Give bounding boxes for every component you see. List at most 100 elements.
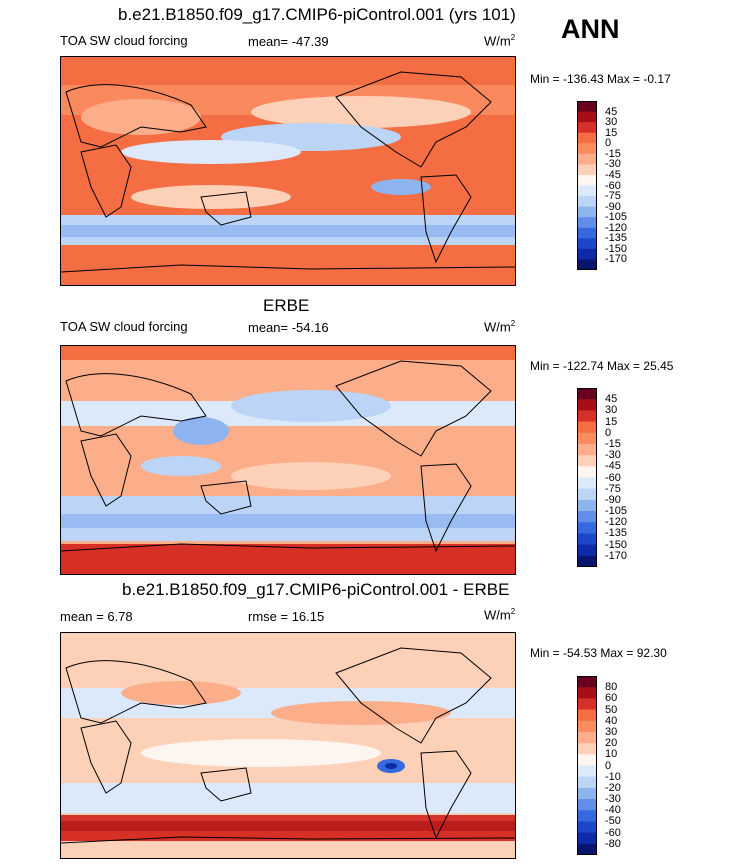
colorbar-swatch [577, 832, 597, 845]
panel1-mean: mean= -47.39 [248, 34, 329, 49]
panel1-colorbar-swatches [577, 101, 597, 271]
colorbar-tick-label: -50 [605, 815, 621, 828]
colorbar-tick-label: -10 [605, 770, 621, 783]
panel2-colorbar-swatches [577, 388, 597, 568]
colorbar-tick-label: -170 [605, 549, 628, 562]
colorbar-tick-label: -20 [605, 781, 621, 794]
colorbar-swatch [577, 122, 597, 134]
panel3-minmax: Min = -54.53 Max = 92.30 [530, 646, 667, 660]
colorbar-swatch [577, 821, 597, 834]
colorbar-swatch [577, 754, 597, 766]
colorbar-tick-label: -45 [605, 460, 621, 473]
colorbar-swatch [577, 810, 597, 822]
colorbar-swatch [577, 196, 597, 208]
panel2-title: ERBE [263, 296, 310, 315]
colorbar-swatch [577, 227, 597, 239]
panel3-map-plot [61, 633, 515, 858]
colorbar-tick-label: 15 [605, 415, 618, 428]
colorbar-swatch [577, 731, 597, 744]
panel3-mean: mean = 6.78 [60, 609, 133, 624]
colorbar-swatch [577, 533, 597, 546]
panel2-variable: TOA SW cloud forcing [60, 319, 188, 334]
panel3-rmse: rmse = 16.15 [248, 609, 325, 624]
panel1-map-plot [61, 57, 515, 285]
colorbar-swatch [577, 555, 597, 568]
colorbar-tick-label: -105 [605, 505, 628, 518]
colorbar-tick-label: 45 [605, 105, 618, 118]
colorbar-swatch [577, 522, 597, 534]
colorbar-swatch [577, 488, 597, 501]
colorbar-tick-label: -135 [605, 232, 628, 245]
colorbar-swatch [577, 153, 597, 165]
colorbar-tick-label: 45 [605, 393, 618, 406]
colorbar-tick-label: -45 [605, 168, 621, 181]
colorbar-tick-label: -120 [605, 221, 628, 234]
colorbar-swatch [577, 843, 597, 856]
colorbar-swatch [577, 720, 597, 733]
panel3-colorbar-swatches [577, 676, 597, 856]
colorbar-swatch [577, 776, 597, 789]
colorbar-swatch [577, 206, 597, 218]
colorbar-swatch [577, 101, 597, 113]
colorbar-swatch [577, 787, 597, 800]
colorbar-swatch [577, 248, 597, 260]
colorbar-swatch [577, 466, 597, 478]
colorbar-swatch [577, 432, 597, 445]
colorbar-tick-label: -120 [605, 516, 628, 529]
colorbar-tick-label: 50 [605, 703, 618, 716]
colorbar-swatch [577, 698, 597, 711]
panel2-minmax: Min = -122.74 Max = 25.45 [530, 359, 674, 373]
colorbar-swatch [577, 174, 597, 186]
colorbar-tick-label: -60 [605, 471, 621, 484]
colorbar-swatch [577, 217, 597, 229]
colorbar-tick-label: 80 [605, 681, 618, 694]
colorbar-tick-label: -30 [605, 158, 621, 171]
colorbar-swatch [577, 185, 597, 197]
colorbar-swatch [577, 164, 597, 176]
panel3-title: b.e21.B1850.f09_g17.CMIP6-piControl.001 … [122, 580, 510, 599]
colorbar-tick-label: -75 [605, 190, 621, 203]
panel1-map [60, 56, 516, 286]
colorbar-tick-label: 15 [605, 126, 618, 139]
panel2-mean: mean= -54.16 [248, 320, 329, 335]
colorbar-swatch [577, 259, 597, 271]
colorbar-tick-label: 0 [605, 759, 612, 772]
colorbar-swatch [577, 238, 597, 250]
colorbar-swatch [577, 511, 597, 523]
panel3-map [60, 632, 516, 859]
colorbar-swatch [577, 687, 597, 699]
panel1-units: W/m2 [484, 33, 516, 49]
colorbar-tick-label: -30 [605, 793, 621, 806]
colorbar-swatch [577, 143, 597, 155]
colorbar-tick-label: -30 [605, 449, 621, 462]
colorbar-tick-label: -135 [605, 527, 628, 540]
colorbar-swatch [577, 799, 597, 811]
colorbar-swatch [577, 709, 597, 722]
colorbar-tick-label: -75 [605, 482, 621, 495]
season-label: ANN [561, 14, 620, 44]
panel2-map [60, 345, 516, 575]
colorbar-tick-label: -150 [605, 538, 628, 551]
colorbar-swatch [577, 544, 597, 557]
colorbar-tick-label: 20 [605, 737, 618, 750]
colorbar-tick-label: -80 [605, 837, 621, 850]
colorbar-swatch [577, 443, 597, 456]
colorbar-tick-label: -15 [605, 437, 621, 450]
colorbar-tick-label: -60 [605, 826, 621, 839]
colorbar-outline [577, 388, 597, 567]
colorbar-tick-label: 60 [605, 692, 618, 705]
panel1-colorbar [577, 101, 597, 271]
colorbar-tick-label: 0 [605, 426, 612, 439]
colorbar-tick-label: -150 [605, 242, 628, 255]
colorbar-tick-label: 40 [605, 714, 618, 727]
panel1-variable: TOA SW cloud forcing [60, 33, 188, 48]
colorbar-swatch [577, 410, 597, 423]
colorbar-swatch [577, 765, 597, 778]
colorbar-tick-label: -90 [605, 200, 621, 213]
colorbar-tick-label: 30 [605, 116, 618, 129]
colorbar-swatch [577, 399, 597, 411]
panel2-colorbar [577, 388, 597, 568]
colorbar-tick-label: -90 [605, 493, 621, 506]
colorbar-tick-label: -105 [605, 211, 628, 224]
colorbar-tick-label: 30 [605, 725, 618, 738]
